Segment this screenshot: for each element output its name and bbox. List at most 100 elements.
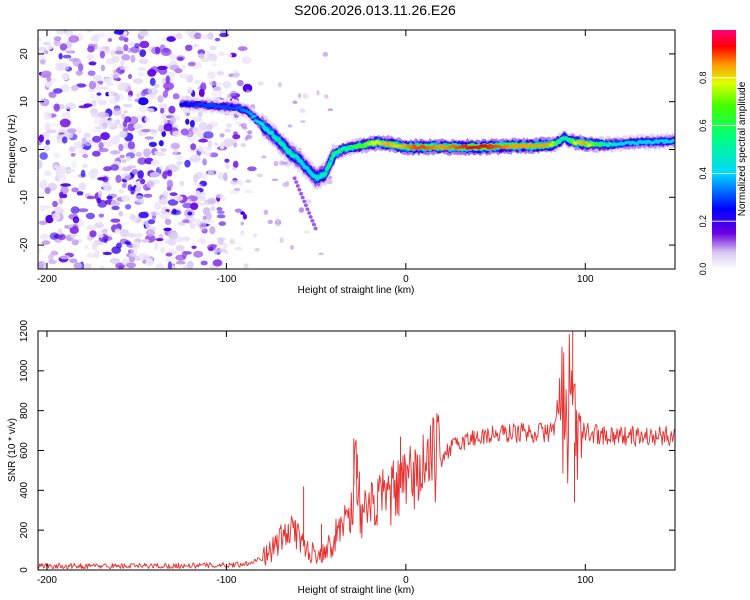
spectrogram-noise-blob — [114, 119, 121, 125]
snr-y-tick-label: 200 — [19, 521, 30, 538]
spectrogram-noise-blob — [53, 88, 63, 94]
figure-title: S206.2026.013.11.26.E26 — [294, 2, 456, 18]
spectrogram-noise-blob — [197, 202, 206, 206]
spectrogram-noise-blob — [107, 38, 113, 42]
spectrogram-noise-blob — [69, 258, 78, 264]
spectrogram-noise-blob — [147, 68, 157, 77]
spectrogram-noise-blob — [100, 64, 106, 72]
spectrogram-ridge-cell — [248, 112, 254, 116]
spectrogram-noise-blob — [161, 130, 166, 137]
spectrogram-noise-blob — [58, 62, 69, 71]
spectrogram-ridge-cell — [299, 191, 304, 196]
spectrogram-noise-blob — [199, 221, 207, 231]
spectrogram-noise-blob — [63, 30, 74, 36]
spectrogram-noise-blob — [76, 83, 87, 88]
spectrogram-ridge-cell — [437, 144, 443, 148]
spectrogram-noise-blob — [191, 116, 203, 123]
spectrogram-noise-blob — [99, 86, 109, 90]
spectrogram-ridge-cell — [297, 188, 302, 192]
spectrogram-noise-blob — [94, 125, 105, 130]
spectrogram-noise-blob — [75, 70, 84, 76]
spectrogram-noise-blob — [38, 261, 44, 269]
spectrogram-noise-blob — [149, 77, 156, 86]
spectrogram-noise-blob — [177, 56, 184, 61]
spectrogram-noise-blob — [218, 51, 225, 57]
spectrogram-noise-blob — [261, 155, 267, 159]
spectrogram-ridge-cell — [252, 114, 257, 118]
spectrogram-noise-blob — [71, 160, 77, 169]
spectrogram-noise-blob — [128, 74, 132, 79]
spectrogram-noise-blob — [79, 182, 86, 191]
spectrogram-noise-blob — [132, 78, 144, 84]
spectrogram-noise-blob — [230, 179, 239, 185]
spectrogram-noise-blob — [263, 209, 269, 215]
spectrogram-noise-blob — [232, 73, 240, 79]
spectrogram-ridge-cell — [237, 106, 242, 110]
spectrogram-noise-blob — [121, 113, 126, 120]
spectrogram-ridge-cell — [302, 199, 307, 204]
spectrogram-noise-blob — [198, 138, 209, 143]
spectrogram-noise-blob — [88, 88, 96, 93]
spectrogram-noise-blob — [242, 83, 253, 93]
spectrogram-noise-blob — [123, 110, 128, 114]
spectrogram-noise-blob — [45, 139, 50, 146]
spectrogram-noise-blob — [98, 142, 104, 149]
spectrogram-noise-blob — [158, 165, 164, 170]
spectrogram-noise-blob — [57, 233, 66, 241]
spectrogram-noise-blob — [154, 201, 162, 210]
spectrogram-noise-blob — [187, 61, 196, 67]
spectrogram-noise-blob — [123, 44, 129, 52]
spectrogram-ridge-cell — [513, 146, 518, 149]
spectrogram-noise-blob — [322, 51, 329, 57]
spectrogram-noise-blob — [150, 159, 160, 167]
spectrogram-noise-blob — [217, 238, 224, 246]
spectrogram-noise-blob — [223, 138, 234, 148]
spectrogram-noise-blob — [163, 123, 173, 132]
spectrogram-noise-blob — [68, 146, 76, 153]
spectrogram-noise-blob — [231, 167, 237, 171]
spectrogram-noise-blob — [300, 120, 306, 123]
spectrogram-noise-blob — [119, 130, 128, 138]
spectrogram-noise-blob — [130, 54, 136, 63]
spectrogram-ridge-cell — [310, 219, 315, 223]
spectrogram-ridge-cell — [292, 176, 297, 180]
spectrogram-noise-blob — [131, 169, 139, 175]
spectrogram-noise-blob — [59, 118, 71, 128]
spectrogram-noise-blob — [219, 133, 225, 138]
spectrogram-noise-blob — [173, 148, 178, 155]
spectrogram-noise-blob — [230, 90, 237, 96]
spectrogram-noise-blob — [170, 231, 179, 240]
spectrogram-noise-blob — [167, 261, 172, 269]
spectrogram-noise-blob — [243, 263, 249, 269]
spectrogram-noise-blob — [98, 190, 103, 198]
spectrogram-noise-blob — [147, 219, 156, 225]
spectrogram-noise-blob — [202, 158, 208, 166]
spectrogram-noise-blob — [175, 156, 184, 161]
spectrogram-x-tick-label: 0 — [403, 274, 409, 285]
spectrogram-noise-blob — [247, 166, 257, 172]
spectrogram-noise-blob — [83, 132, 91, 139]
spectrogram-noise-blob — [222, 242, 228, 249]
spectrogram-noise-blob — [111, 246, 122, 254]
spectrogram-noise-blob — [111, 199, 116, 207]
spectrogram-noise-blob — [66, 40, 73, 49]
spectrogram-noise-blob — [168, 105, 176, 114]
spectrogram-noise-blob — [179, 73, 190, 79]
spectrogram-noise-blob — [77, 126, 82, 135]
snr-y-tick-label: 0 — [19, 567, 30, 573]
spectrogram-ridge-cell — [486, 146, 491, 150]
spectrogram-noise-blob — [194, 32, 202, 40]
spectrogram-noise-blob — [140, 90, 147, 97]
spectrogram-noise-blob — [185, 129, 194, 138]
spectrogram-noise-blob — [159, 210, 170, 220]
spectrogram-noise-blob — [47, 43, 53, 50]
spectrogram-noise-blob — [91, 34, 100, 43]
spectrogram-noise-blob — [162, 171, 168, 180]
spectrogram-noise-blob — [72, 216, 80, 224]
spectrogram-ridge-cell — [269, 130, 275, 135]
spectrogram-noise-blob — [298, 207, 305, 213]
spectrogram-noise-blob — [226, 123, 232, 128]
spectrogram-noise-blob — [41, 240, 51, 245]
spectrogram-noise-blob — [53, 39, 61, 47]
spectrogram-noise-blob — [161, 112, 167, 119]
